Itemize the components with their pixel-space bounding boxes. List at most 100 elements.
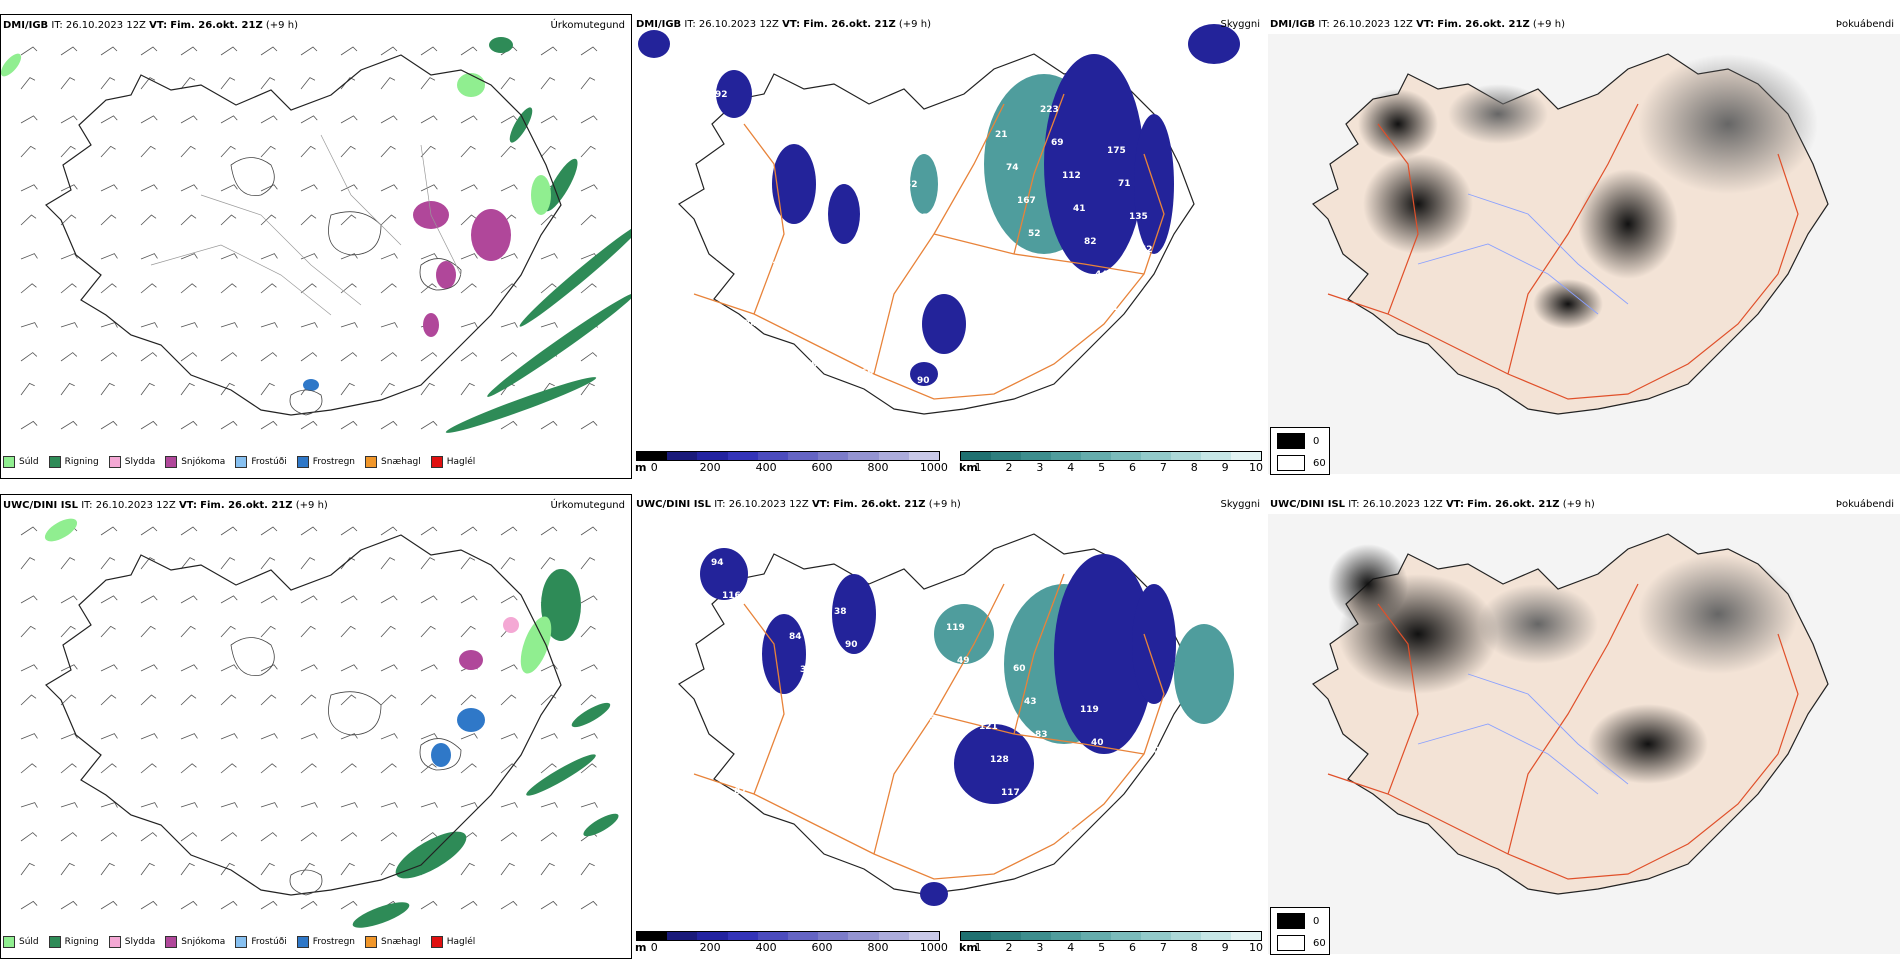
wind-barb <box>380 46 398 56</box>
wind-barb <box>140 625 156 638</box>
wind-barb <box>420 184 438 192</box>
wind-barb <box>540 283 557 294</box>
wind-barb <box>260 595 278 604</box>
wind-barb <box>300 184 318 192</box>
wind-barb <box>460 763 477 774</box>
wind-barb <box>380 382 395 396</box>
ceiling-label: 100 <box>1147 746 1166 756</box>
ceiling-label: 51 <box>827 106 840 116</box>
ceiling-label: 79 <box>805 360 818 370</box>
legend-swatch <box>165 936 178 948</box>
it-label: IT: <box>1348 499 1360 510</box>
scale-swatch <box>757 452 789 460</box>
wind-barb <box>340 46 358 56</box>
ceiling-label: 49 <box>957 656 970 666</box>
wind-barb <box>180 283 197 294</box>
scale-tick: 800 <box>867 461 889 474</box>
wind-barb <box>140 664 158 672</box>
ceiling-label: 167 <box>1017 196 1036 206</box>
scale-tick: 1 <box>974 461 982 474</box>
wind-barb <box>20 184 38 192</box>
ceiling-label: 81 <box>782 131 795 141</box>
precip-area <box>471 209 511 261</box>
wind-barb <box>500 557 516 570</box>
wind-barb <box>500 664 518 672</box>
wind-barb <box>100 352 118 362</box>
ceiling-label: 175 <box>1107 146 1126 156</box>
ceiling-label: 86 <box>756 853 769 863</box>
vt-label: VT: <box>149 20 168 31</box>
legend-item: Snæhagl <box>365 936 421 948</box>
wind-barb <box>20 862 35 876</box>
scale-swatch <box>818 932 849 940</box>
panel-header: UWC/DINI ISL IT: 26.10.2023 12Z VT: Fim.… <box>3 500 328 511</box>
ceiling-label: 211 <box>973 64 992 74</box>
wind-barb <box>20 802 38 808</box>
road-network <box>693 573 1165 880</box>
wind-barb <box>140 322 158 328</box>
init-time: 26.10.2023 12Z <box>698 19 779 30</box>
scale-swatch <box>1231 932 1261 940</box>
wind-barb <box>60 382 75 396</box>
scale-ticks: 0 200 400 600 800 1000 <box>636 941 948 954</box>
wind-barb <box>500 694 517 706</box>
ceiling-label: 89 <box>733 624 746 634</box>
wind-barb <box>540 322 558 328</box>
legend-label: Frostregn <box>312 937 356 947</box>
wind-barb <box>300 77 316 90</box>
ceiling-label: 74 <box>1006 163 1019 173</box>
wind-barb <box>220 115 238 124</box>
wind-barb <box>260 763 277 774</box>
panel-title: Úrkomutegund <box>550 20 625 31</box>
precip-area <box>1 53 22 77</box>
legend-label: Rigning <box>64 937 99 947</box>
wind-barb <box>580 733 598 740</box>
wind-barb <box>20 832 38 842</box>
wind-barb <box>140 900 158 910</box>
ceiling-label: 184 <box>872 81 891 91</box>
wind-barb <box>540 420 558 430</box>
legend-swatch <box>3 936 15 948</box>
ceiling-label: 95 <box>923 714 936 724</box>
precip-area <box>457 708 485 732</box>
scale-tick: 200 <box>699 461 721 474</box>
wind-barb <box>100 214 117 226</box>
wind-barb <box>500 763 517 774</box>
scale-unit: m <box>635 941 647 954</box>
legend-swatch <box>108 936 121 948</box>
scale-tick: 9 <box>1221 461 1229 474</box>
wind-barb <box>580 862 595 876</box>
wind-barb <box>220 145 236 158</box>
wind-barb <box>500 184 518 192</box>
wind-barb <box>500 352 518 362</box>
ceiling-label: 138 <box>928 89 947 99</box>
wind-barb <box>100 46 118 56</box>
precip-map-dmi <box>1 37 631 433</box>
fog-legend-row: 0 <box>1277 913 1319 929</box>
wind-barb <box>420 77 436 90</box>
wind-barb <box>580 595 598 604</box>
wind-barb <box>260 184 278 192</box>
ceiling-label: 92 <box>867 706 880 716</box>
visibility-area <box>910 154 938 214</box>
wind-barb <box>380 115 398 124</box>
ceiling-label: 171 <box>727 286 746 296</box>
wind-barb <box>540 145 556 158</box>
it-label: IT: <box>714 499 726 510</box>
wind-barb <box>540 900 558 910</box>
panel-header: DMI/IGB IT: 26.10.2023 12Z VT: Fim. 26.o… <box>3 20 298 31</box>
scale-ticks: 1 2 3 4 5 6 7 8 9 10 <box>960 461 1263 474</box>
wind-barb <box>540 115 558 124</box>
wind-barb <box>220 283 237 294</box>
ceiling-label: 92 <box>1050 295 1063 305</box>
ceiling-label: 52 <box>905 180 918 190</box>
fog-legend: 0 60 <box>1270 907 1330 955</box>
scale-unit: m <box>635 461 647 474</box>
wind-barb <box>60 595 78 604</box>
wind-barb <box>300 352 318 362</box>
wind-barb <box>540 526 558 536</box>
wind-barb <box>580 802 598 808</box>
vt-label: VT: <box>178 500 197 511</box>
wind-barb <box>180 145 196 158</box>
wind-barb <box>540 557 556 570</box>
